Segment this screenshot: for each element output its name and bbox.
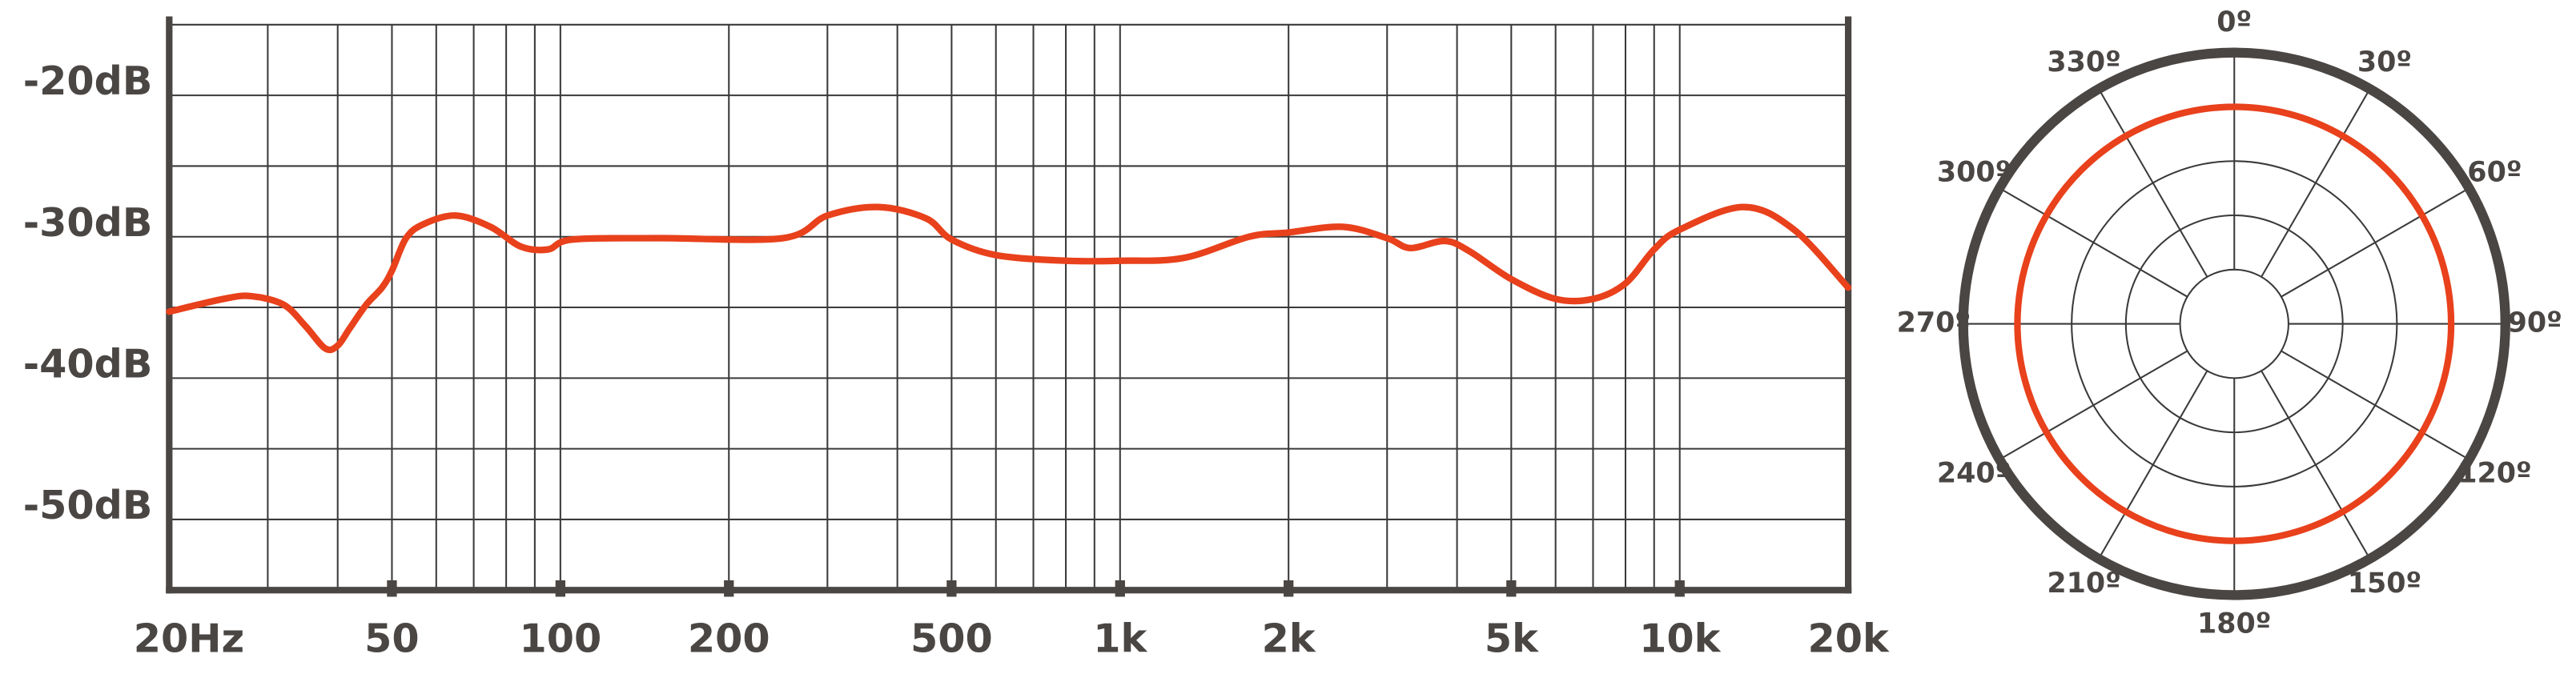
angle-label: 30º (2357, 46, 2412, 78)
polar-pattern (2014, 103, 2455, 544)
x-tick-label: 10k (1639, 615, 1721, 661)
x-tick-mark (946, 580, 957, 597)
angle-label: 180º (2197, 608, 2271, 640)
angle-label: 60º (2467, 157, 2522, 189)
x-tick-mark (1674, 580, 1685, 597)
ring (2179, 268, 2289, 379)
x-tick-mark (1284, 580, 1294, 597)
y-tick-label: -20dB (23, 58, 153, 104)
x-tick-mark (1506, 580, 1517, 597)
y-tick-label: -50dB (23, 482, 153, 528)
y-tick-label: -40dB (23, 340, 153, 387)
x-tick-label: 2k (1262, 615, 1316, 661)
angle-label: 210º (2047, 568, 2120, 600)
y-tick-label: -30dB (23, 199, 153, 246)
angle-label: 330º (2047, 46, 2120, 78)
angle-label: 0º (2216, 6, 2252, 38)
x-tick-label: 20k (1807, 615, 1889, 661)
ring (2124, 215, 2344, 434)
outer-ring (1958, 47, 2510, 600)
x-tick-mark (724, 580, 734, 597)
x-tick-label: 5k (1485, 615, 1539, 661)
response-curve (166, 203, 1852, 354)
x-tick-label: 50 (364, 615, 420, 661)
x-tick-label: 100 (519, 615, 601, 661)
ring (2071, 160, 2398, 487)
x-tick-label: 20Hz (134, 615, 244, 661)
x-tick-mark (387, 580, 397, 597)
x-tick-label: 200 (688, 615, 770, 661)
x-tick-label: 1k (1093, 615, 1147, 661)
x-tick-mark (555, 580, 566, 597)
x-tick-mark (1115, 580, 1125, 597)
angle-label: 150º (2348, 568, 2421, 600)
x-tick-label: 500 (910, 615, 993, 661)
angle-label: 90º (2508, 307, 2562, 339)
